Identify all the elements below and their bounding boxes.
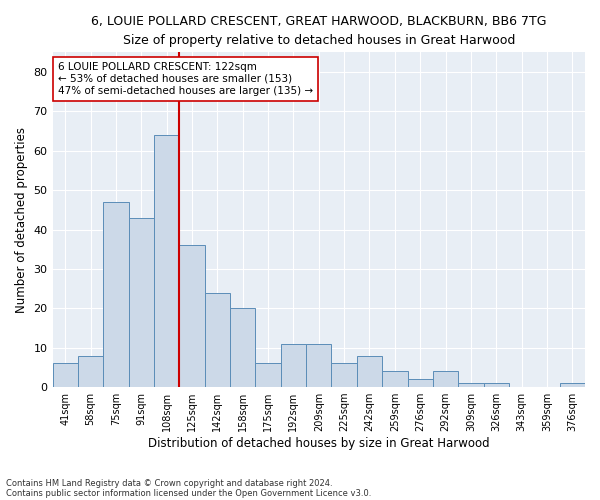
Bar bbox=[53, 364, 78, 387]
Bar bbox=[78, 356, 103, 387]
Title: 6, LOUIE POLLARD CRESCENT, GREAT HARWOOD, BLACKBURN, BB6 7TG
Size of property re: 6, LOUIE POLLARD CRESCENT, GREAT HARWOOD… bbox=[91, 15, 547, 47]
Bar bbox=[179, 246, 205, 387]
Bar bbox=[281, 344, 306, 387]
X-axis label: Distribution of detached houses by size in Great Harwood: Distribution of detached houses by size … bbox=[148, 437, 490, 450]
Bar bbox=[128, 218, 154, 387]
Bar bbox=[331, 364, 357, 387]
Bar bbox=[382, 372, 407, 387]
Bar bbox=[230, 308, 256, 387]
Bar bbox=[357, 356, 382, 387]
Y-axis label: Number of detached properties: Number of detached properties bbox=[15, 126, 28, 312]
Bar bbox=[407, 379, 433, 387]
Text: 6 LOUIE POLLARD CRESCENT: 122sqm
← 53% of detached houses are smaller (153)
47% : 6 LOUIE POLLARD CRESCENT: 122sqm ← 53% o… bbox=[58, 62, 313, 96]
Bar bbox=[103, 202, 128, 387]
Text: Contains public sector information licensed under the Open Government Licence v3: Contains public sector information licen… bbox=[6, 488, 371, 498]
Bar bbox=[205, 292, 230, 387]
Bar bbox=[306, 344, 331, 387]
Bar bbox=[458, 383, 484, 387]
Bar bbox=[484, 383, 509, 387]
Text: Contains HM Land Registry data © Crown copyright and database right 2024.: Contains HM Land Registry data © Crown c… bbox=[6, 478, 332, 488]
Bar bbox=[560, 383, 585, 387]
Bar bbox=[433, 372, 458, 387]
Bar bbox=[154, 135, 179, 387]
Bar bbox=[256, 364, 281, 387]
